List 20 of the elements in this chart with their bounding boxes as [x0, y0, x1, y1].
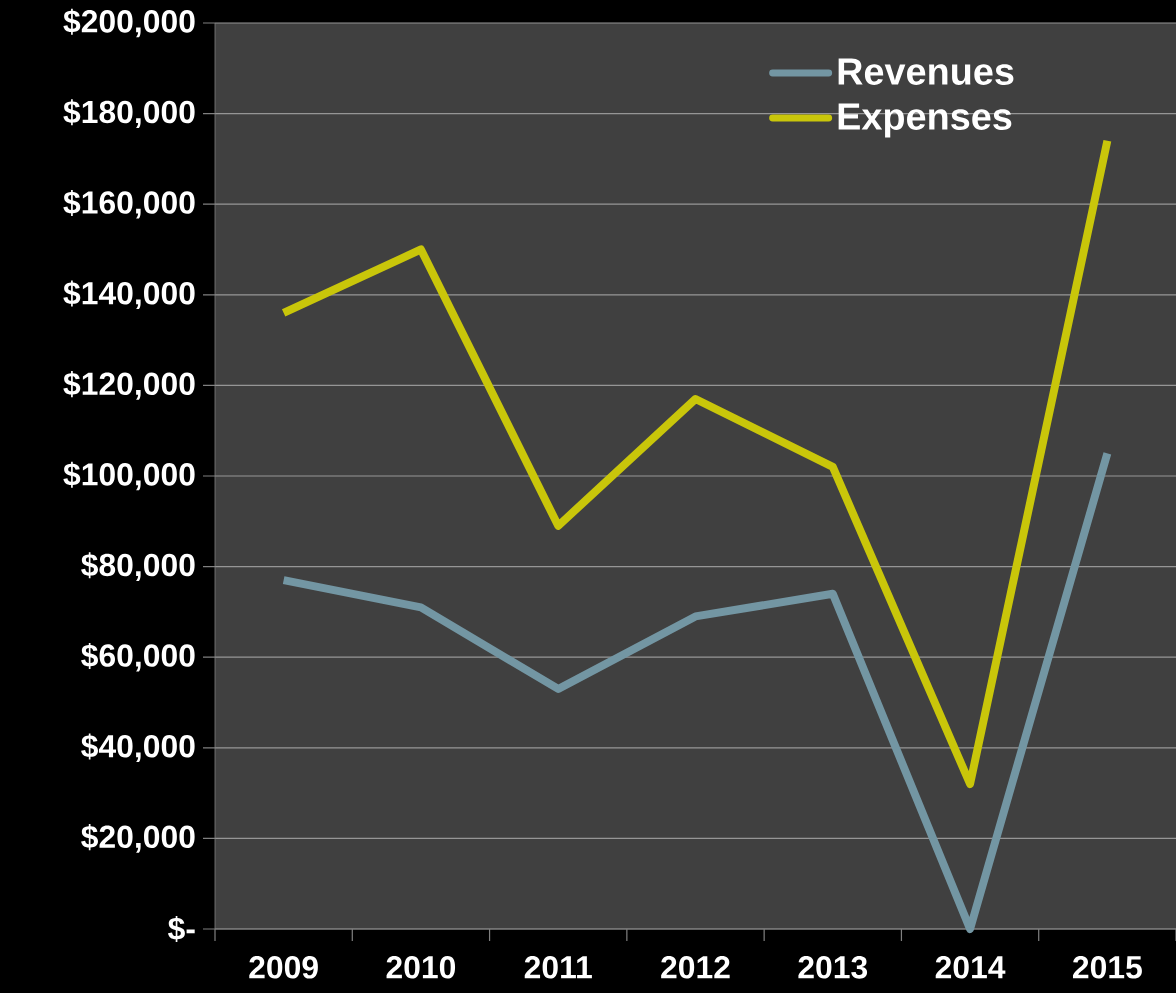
x-tick-label: 2011: [524, 956, 592, 979]
y-tick-label: $140,000: [63, 280, 195, 310]
x-tick-label: 2015: [1072, 956, 1142, 979]
x-tick-label: 2010: [386, 956, 456, 979]
y-tick-label: $200,000: [63, 8, 195, 38]
x-tick-label: 2009: [249, 956, 318, 979]
x-tick-label: 2014: [935, 956, 1006, 979]
y-tick-label: $40,000: [81, 733, 195, 763]
y-tick-label: $180,000: [63, 99, 195, 128]
x-tick-label: 2013: [798, 956, 868, 979]
y-tick-label: $100,000: [63, 461, 195, 491]
legend-label: Expenses: [838, 103, 1012, 138]
x-tick-label: 2012: [661, 956, 730, 979]
y-tick-label: $80,000: [81, 552, 195, 581]
y-tick-label: $-: [168, 915, 195, 943]
y-tick-label: $20,000: [81, 824, 195, 853]
legend-label: Revenues: [838, 58, 1014, 85]
y-tick-label: $120,000: [63, 371, 195, 400]
y-tick-label: $160,000: [63, 189, 195, 219]
y-tick-label: $60,000: [81, 642, 195, 672]
